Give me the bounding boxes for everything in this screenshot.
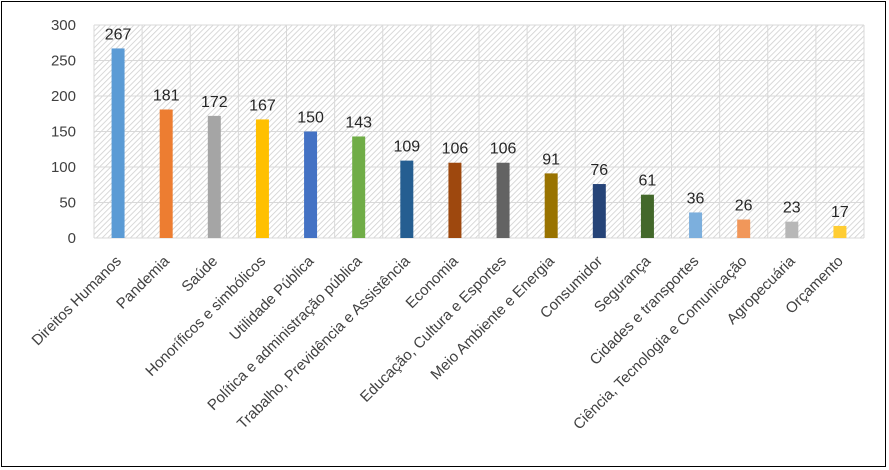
bar bbox=[111, 48, 125, 239]
bar bbox=[255, 119, 269, 238]
bar bbox=[592, 184, 606, 238]
data-label: 91 bbox=[542, 151, 560, 168]
bar bbox=[785, 221, 799, 238]
y-tick-label: 250 bbox=[51, 53, 76, 70]
bar bbox=[207, 115, 221, 238]
data-label: 106 bbox=[490, 141, 517, 158]
bar bbox=[833, 225, 847, 238]
y-axis: 0 50 100 150 200 250 300 bbox=[51, 17, 76, 247]
data-label: 167 bbox=[249, 97, 276, 114]
bar bbox=[737, 219, 751, 238]
data-label: 109 bbox=[393, 139, 420, 156]
bar bbox=[448, 162, 462, 238]
bars bbox=[111, 48, 847, 239]
x-category-label: Saúde bbox=[178, 253, 221, 296]
y-tick-label: 200 bbox=[51, 88, 76, 105]
data-label: 172 bbox=[201, 94, 228, 111]
bar bbox=[496, 162, 510, 238]
bar bbox=[544, 173, 558, 238]
data-label: 143 bbox=[345, 114, 372, 131]
bar bbox=[159, 109, 173, 239]
data-label: 106 bbox=[442, 141, 469, 158]
data-label: 267 bbox=[105, 26, 132, 43]
y-tick-label: 0 bbox=[68, 230, 76, 247]
bar bbox=[400, 160, 414, 238]
x-category-label: Trabalho, Previdência e Assistência bbox=[234, 252, 414, 432]
bar bbox=[304, 131, 318, 238]
data-labels: 267 181 172 167 150 143 109 106 106 91 76 61 36 26 23 1… bbox=[105, 26, 849, 221]
data-label: 23 bbox=[783, 200, 801, 217]
data-label: 61 bbox=[639, 173, 657, 190]
x-category-label: Utilidade Pública bbox=[226, 252, 317, 343]
data-label: 36 bbox=[687, 190, 705, 207]
data-label: 76 bbox=[590, 162, 608, 179]
data-label: 181 bbox=[153, 87, 180, 104]
data-label: 17 bbox=[831, 204, 849, 221]
y-tick-label: 100 bbox=[51, 159, 76, 176]
bar bbox=[640, 194, 654, 238]
gridlines bbox=[93, 24, 865, 239]
x-category-label: Ciência, Tecnologia e Comunicação bbox=[570, 253, 750, 433]
bar bbox=[689, 212, 703, 238]
y-tick-label: 50 bbox=[59, 195, 76, 212]
x-category-label: Pandemia bbox=[113, 252, 173, 312]
data-label: 150 bbox=[297, 110, 324, 127]
data-label: 26 bbox=[735, 198, 753, 215]
y-tick-label: 300 bbox=[51, 17, 76, 34]
bar bbox=[352, 136, 366, 238]
x-category-label: Direitos Humanos bbox=[29, 253, 125, 349]
y-tick-label: 150 bbox=[51, 124, 76, 141]
